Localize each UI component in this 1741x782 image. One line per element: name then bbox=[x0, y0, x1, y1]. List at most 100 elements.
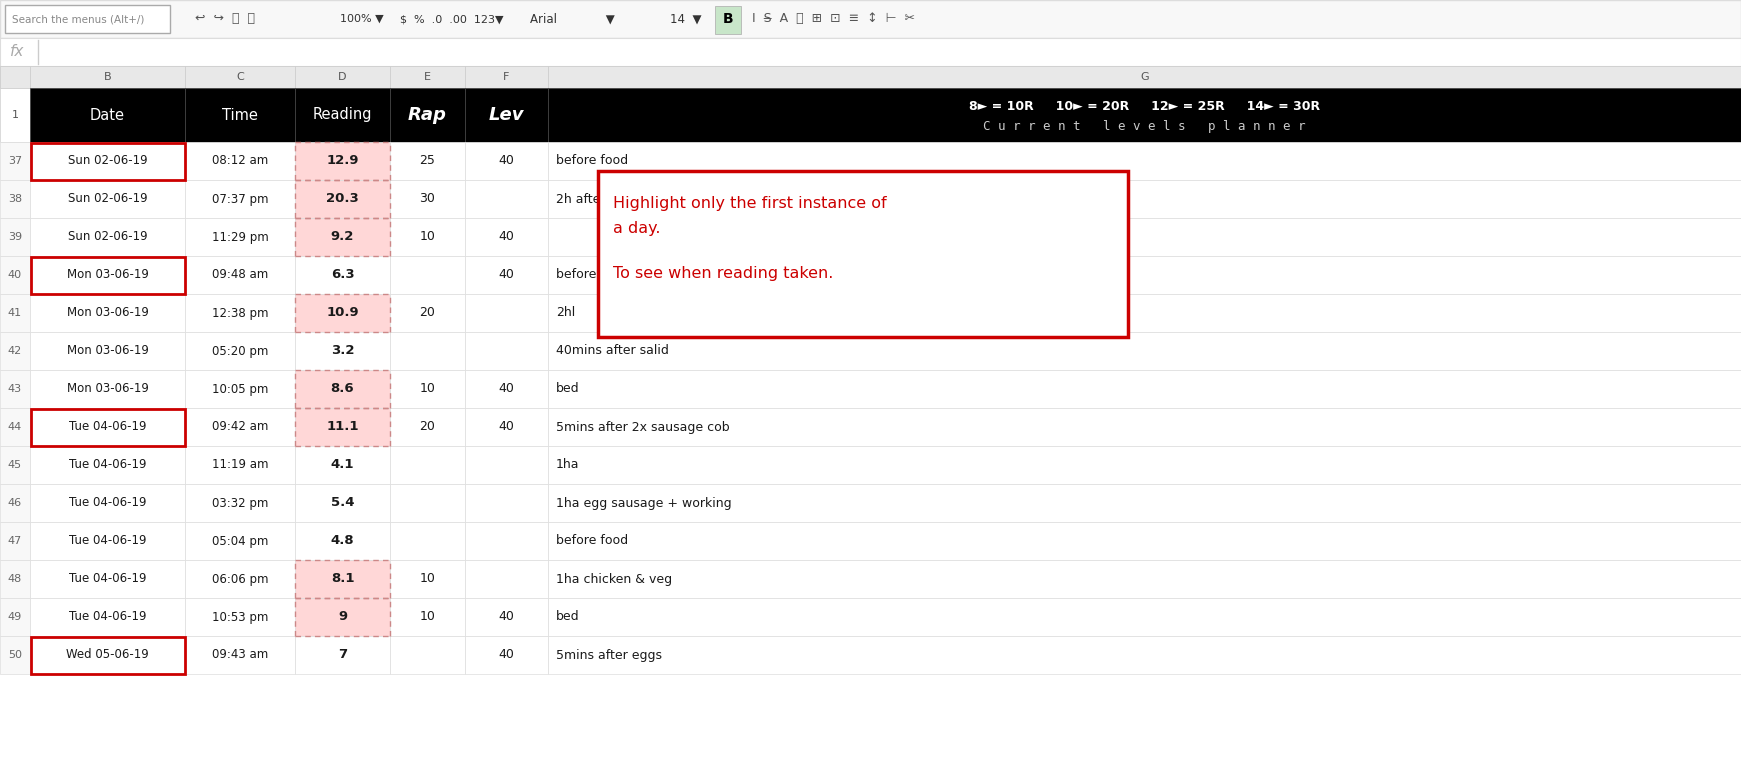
Bar bbox=[0, 66, 1741, 88]
Bar bbox=[390, 522, 465, 560]
Bar bbox=[390, 88, 465, 142]
Text: 9.2: 9.2 bbox=[331, 231, 353, 243]
Bar bbox=[185, 66, 294, 88]
Bar bbox=[548, 332, 1741, 370]
Text: Mon 03-06-19: Mon 03-06-19 bbox=[66, 345, 148, 357]
Bar bbox=[465, 484, 548, 522]
Text: 30: 30 bbox=[420, 192, 435, 206]
Bar bbox=[0, 256, 30, 294]
Text: 07:37 pm: 07:37 pm bbox=[212, 192, 268, 206]
Bar bbox=[185, 598, 294, 636]
Bar bbox=[0, 408, 30, 446]
Text: Tue 04-06-19: Tue 04-06-19 bbox=[68, 458, 146, 472]
Text: 100% ▼: 100% ▼ bbox=[339, 14, 383, 24]
Bar bbox=[465, 218, 548, 256]
Text: Tue 04-06-19: Tue 04-06-19 bbox=[68, 535, 146, 547]
Text: 05:20 pm: 05:20 pm bbox=[212, 345, 268, 357]
Text: C: C bbox=[237, 72, 244, 82]
Text: 50: 50 bbox=[9, 650, 23, 660]
Bar bbox=[465, 88, 548, 142]
Bar bbox=[30, 218, 185, 256]
Text: bed: bed bbox=[555, 611, 580, 623]
Bar bbox=[294, 522, 390, 560]
Text: 4.1: 4.1 bbox=[331, 458, 353, 472]
Bar bbox=[0, 294, 30, 332]
Text: a day.: a day. bbox=[613, 221, 660, 236]
Text: Sun 02-06-19: Sun 02-06-19 bbox=[68, 231, 148, 243]
Bar bbox=[31, 142, 185, 180]
Text: bed: bed bbox=[555, 382, 580, 396]
Bar bbox=[0, 142, 30, 180]
Text: 43: 43 bbox=[9, 384, 23, 394]
Text: B: B bbox=[104, 72, 111, 82]
Text: Mon 03-06-19: Mon 03-06-19 bbox=[66, 382, 148, 396]
Bar bbox=[390, 332, 465, 370]
Text: 40: 40 bbox=[9, 270, 23, 280]
Bar bbox=[390, 370, 465, 408]
Bar bbox=[185, 88, 294, 142]
Text: 40: 40 bbox=[498, 421, 514, 433]
Bar bbox=[0, 674, 1741, 782]
Text: 03:32 pm: 03:32 pm bbox=[212, 497, 268, 510]
Text: 40: 40 bbox=[498, 268, 514, 282]
Bar bbox=[548, 180, 1741, 218]
Bar bbox=[548, 598, 1741, 636]
Bar bbox=[185, 522, 294, 560]
Bar bbox=[465, 636, 548, 674]
Text: Sun 02-06-19: Sun 02-06-19 bbox=[68, 192, 148, 206]
Bar bbox=[185, 636, 294, 674]
Bar bbox=[294, 66, 390, 88]
Bar bbox=[30, 142, 185, 180]
Text: Sun 02-06-19: Sun 02-06-19 bbox=[68, 155, 148, 167]
Bar bbox=[390, 218, 465, 256]
Bar bbox=[30, 332, 185, 370]
Text: 1ha chicken & veg: 1ha chicken & veg bbox=[555, 572, 672, 586]
Bar bbox=[0, 560, 30, 598]
Text: 09:43 am: 09:43 am bbox=[212, 648, 268, 662]
Bar bbox=[30, 370, 185, 408]
Text: 40: 40 bbox=[498, 382, 514, 396]
Text: before food: before food bbox=[555, 155, 629, 167]
Bar bbox=[185, 294, 294, 332]
Text: 20: 20 bbox=[420, 307, 435, 320]
Text: 09:48 am: 09:48 am bbox=[212, 268, 268, 282]
Bar bbox=[0, 598, 30, 636]
Text: 05:04 pm: 05:04 pm bbox=[212, 535, 268, 547]
Bar bbox=[465, 522, 548, 560]
Text: 38: 38 bbox=[9, 194, 23, 204]
Bar bbox=[30, 256, 185, 294]
Text: 5.4: 5.4 bbox=[331, 497, 353, 510]
Bar bbox=[294, 598, 390, 636]
Bar bbox=[465, 446, 548, 484]
Text: Tue 04-06-19: Tue 04-06-19 bbox=[68, 572, 146, 586]
Bar bbox=[30, 294, 185, 332]
Text: Tue 04-06-19: Tue 04-06-19 bbox=[68, 497, 146, 510]
Text: 10: 10 bbox=[420, 382, 435, 396]
Bar bbox=[0, 332, 30, 370]
Bar bbox=[465, 180, 548, 218]
Text: 42: 42 bbox=[9, 346, 23, 356]
Bar bbox=[30, 446, 185, 484]
Text: 10.9: 10.9 bbox=[326, 307, 359, 320]
Text: 40: 40 bbox=[498, 231, 514, 243]
Text: 5mins after eggs: 5mins after eggs bbox=[555, 648, 662, 662]
Text: 5mins after 2x sausage cob: 5mins after 2x sausage cob bbox=[555, 421, 729, 433]
Bar bbox=[548, 256, 1741, 294]
Text: 8.6: 8.6 bbox=[331, 382, 355, 396]
Bar bbox=[30, 88, 185, 142]
Bar bbox=[390, 256, 465, 294]
Text: E: E bbox=[425, 72, 432, 82]
Text: Tue 04-06-19: Tue 04-06-19 bbox=[68, 421, 146, 433]
Text: 4.8: 4.8 bbox=[331, 535, 355, 547]
Bar bbox=[31, 637, 185, 673]
Bar bbox=[548, 408, 1741, 446]
Bar bbox=[294, 446, 390, 484]
Bar bbox=[548, 66, 1741, 88]
Text: 6.3: 6.3 bbox=[331, 268, 355, 282]
Bar bbox=[548, 636, 1741, 674]
Text: 8.1: 8.1 bbox=[331, 572, 353, 586]
Bar bbox=[31, 408, 185, 446]
Text: C u r r e n t   l e v e l s   p l a n n e r: C u r r e n t l e v e l s p l a n n e r bbox=[984, 120, 1306, 134]
Text: 41: 41 bbox=[9, 308, 23, 318]
Bar bbox=[185, 332, 294, 370]
